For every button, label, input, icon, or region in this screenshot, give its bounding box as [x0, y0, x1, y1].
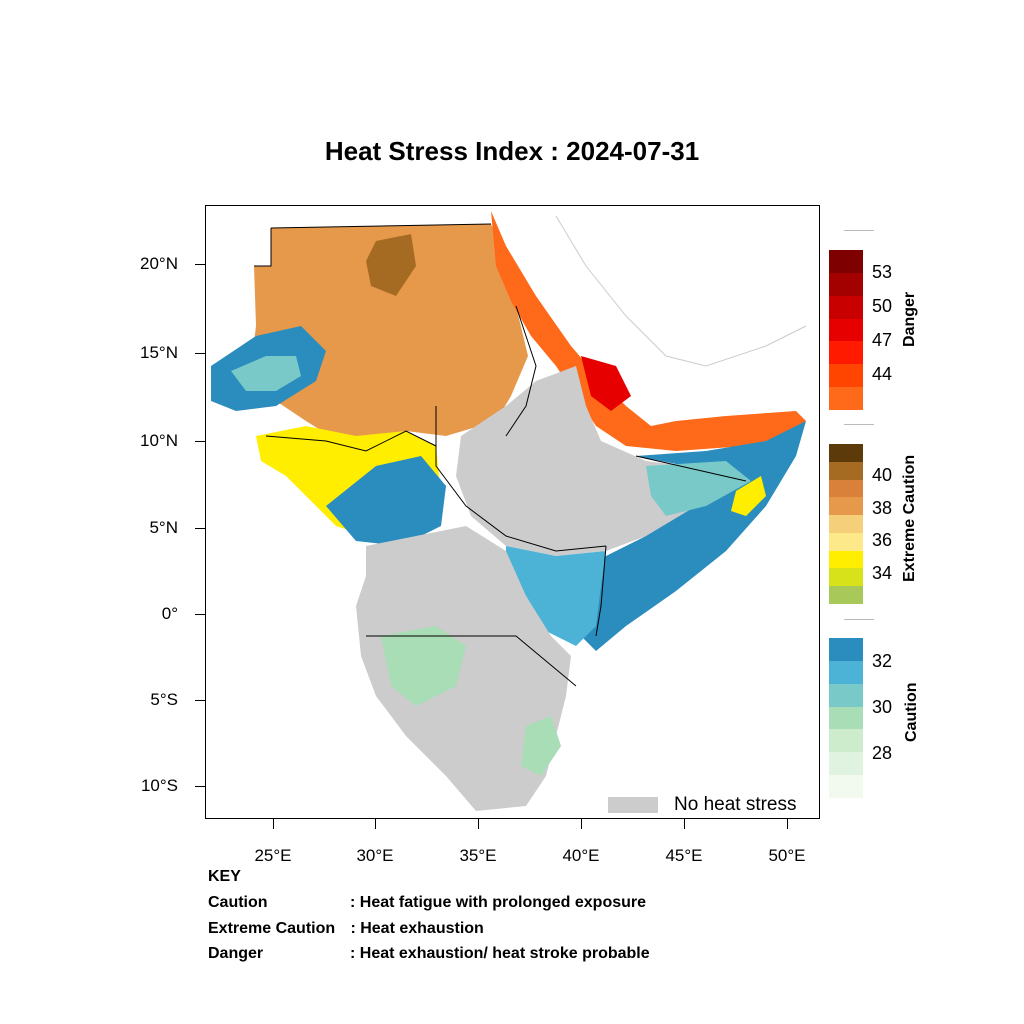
extreme-label-38: 38	[872, 498, 893, 518]
region-somalia-light	[646, 461, 751, 516]
extreme-caution-title: Extreme Caution	[901, 454, 918, 582]
ylabel-10s: 10°S	[140, 776, 178, 795]
extreme-colorbar-segment	[829, 497, 863, 516]
danger-colorbar-segment	[829, 387, 863, 411]
key-desc-caution: : Heat fatigue with prolonged exposure	[350, 894, 647, 911]
caution-title: Caution	[903, 682, 920, 742]
heat-stress-map	[211, 211, 807, 811]
no-heat-stress-label: No heat stress	[674, 794, 797, 815]
ylabel-0: 0°	[161, 604, 178, 623]
region-ethiopia-highlands	[456, 366, 696, 556]
region-danakil	[581, 356, 631, 411]
region-red-sea-coast	[491, 211, 806, 451]
xtick-40e	[581, 819, 582, 829]
caution-colorbar-segment	[829, 638, 863, 661]
no-heat-stress-swatch	[608, 797, 658, 813]
extreme-colorbar-segment	[829, 550, 863, 569]
danger-colorbar-segment	[829, 250, 863, 273]
ytick-0	[195, 614, 205, 615]
danger-label-50: 50	[872, 296, 893, 316]
region-dark-desert	[366, 234, 416, 296]
xtick-25e	[273, 819, 274, 829]
ytick-15n	[195, 353, 205, 354]
caution-colorbar-segment	[829, 729, 863, 753]
region-tanzania-green	[381, 626, 466, 706]
extreme-colorbar-segment	[829, 532, 863, 551]
xtick-45e	[684, 819, 685, 829]
key-term-danger: Danger	[208, 945, 264, 962]
xtick-50e	[787, 819, 788, 829]
xlabel-35e: 35°E	[459, 846, 497, 865]
extreme-colorbar-segment	[829, 479, 863, 498]
danger-colorbar-segment	[829, 295, 863, 319]
danger-label-44: 44	[872, 364, 893, 384]
extreme-label-40: 40	[872, 465, 893, 485]
region-east-africa-grey	[356, 526, 571, 811]
arabia-outline	[555, 215, 807, 367]
xlabel-25e: 25°E	[254, 846, 292, 865]
xlabel-40e: 40°E	[562, 846, 600, 865]
xlabel-30e: 30°E	[356, 846, 394, 865]
xtick-35e	[478, 819, 479, 829]
region-car-blue	[326, 456, 446, 546]
xtick-30e	[375, 819, 376, 829]
key-desc-danger: : Heat exhaustion/ heat stroke probable	[350, 945, 650, 962]
caution-colorbar-segment	[829, 752, 863, 776]
map-panel	[205, 205, 820, 819]
danger-label-47: 47	[872, 330, 893, 350]
caution-label-30: 30	[872, 697, 893, 717]
xlabel-50e: 50°E	[768, 846, 806, 865]
region-coast-green	[521, 716, 561, 776]
xlabel-45e: 45°E	[665, 846, 703, 865]
ytick-5s	[195, 700, 205, 701]
key-desc-extreme: : Heat exhaustion	[346, 920, 484, 937]
caution-colorbar-segment	[829, 775, 863, 799]
caution-colorbar-segment	[829, 660, 863, 684]
danger-colorbar-segment	[829, 318, 863, 342]
extreme-colorbar-segment	[829, 568, 863, 587]
extreme-colorbar-segment	[829, 444, 863, 462]
ylabel-15n: 15°N	[140, 343, 178, 362]
extreme-label-34: 34	[872, 563, 893, 583]
key-term-extreme: Extreme Caution	[208, 920, 336, 937]
ytick-10n	[195, 441, 205, 442]
region-somalia-yellow	[731, 476, 766, 516]
extreme-colorbar-segment	[829, 586, 863, 605]
colorbar-danger-caption	[844, 230, 874, 231]
danger-colorbar-segment	[829, 272, 863, 296]
ytick-20n	[195, 264, 205, 265]
colorbar-caution-caption	[844, 619, 874, 620]
danger-colorbar-segment	[829, 341, 863, 365]
region-somalia	[576, 421, 806, 651]
extreme-colorbar-segment	[829, 515, 863, 534]
ytick-5n	[195, 528, 205, 529]
country-borders	[254, 223, 747, 687]
caution-colorbar-segment	[829, 683, 863, 707]
map-title: Heat Stress Index : 2024-07-31	[324, 136, 700, 166]
colorbar-extreme-caption	[844, 424, 874, 425]
danger-label-53: 53	[872, 262, 893, 282]
region-kenya-blue	[506, 546, 606, 646]
ylabel-20n: 20°N	[140, 254, 178, 273]
key-heading: KEY	[208, 868, 241, 885]
extreme-colorbar-segment	[829, 461, 863, 480]
caution-colorbar-segment	[829, 706, 863, 730]
ylabel-10n: 10°N	[140, 431, 178, 450]
region-chad-inner	[231, 356, 301, 391]
danger-title: Danger	[901, 291, 918, 347]
ytick-10s	[195, 786, 205, 787]
extreme-label-36: 36	[872, 530, 893, 550]
key-term-caution: Caution	[208, 894, 268, 911]
region-sudan-north	[251, 224, 528, 446]
ylabel-5n: 5°N	[149, 518, 178, 537]
ylabel-5s: 5°S	[150, 690, 178, 709]
caution-label-32: 32	[872, 651, 893, 671]
caution-label-28: 28	[872, 743, 893, 763]
danger-colorbar-segment	[829, 364, 863, 388]
